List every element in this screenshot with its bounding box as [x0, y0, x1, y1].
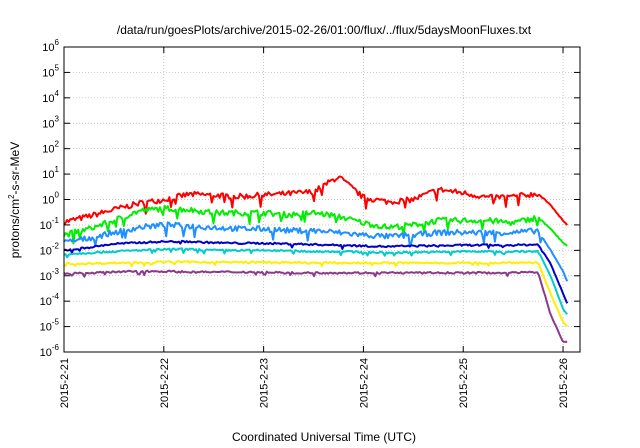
x-tick-label: 2015-2-25 — [458, 358, 470, 408]
x-axis-title: Coordinated Universal Time (UTC) — [232, 430, 416, 444]
x-tick-label: 2015-2-23 — [259, 358, 271, 408]
x-tick-label: 2015-2-21 — [59, 358, 71, 408]
y-tick-label: 10-1 — [40, 216, 60, 232]
series-line-5 — [63, 247, 568, 315]
y-tick-label: 101 — [42, 165, 59, 181]
x-tick-labels: 2015-2-21 2015-2-22 2015-2-23 2015-2-24 2015… — [59, 358, 570, 408]
y-tick-label: 103 — [42, 114, 59, 130]
y-axis-title-sup: 2 — [7, 194, 16, 199]
y-axis-title-suffix: -s-sr-MeV — [8, 142, 22, 195]
y-tick-label: 105 — [42, 63, 59, 79]
series-group — [63, 175, 569, 343]
series-line-1 — [63, 175, 568, 226]
series-line-7 — [63, 269, 568, 343]
y-tick-label: 10-2 — [40, 241, 60, 257]
x-tick-label: 2015-2-26 — [558, 358, 570, 408]
chart-title: /data/run/goesPlots/archive/2015-02-26/0… — [117, 23, 532, 37]
y-tick-label: 102 — [42, 140, 59, 156]
y-tick-label: 10-5 — [40, 318, 60, 334]
y-tick-label: 10-3 — [40, 267, 60, 283]
series-line-4 — [63, 239, 569, 304]
y-tick-label: 100 — [42, 191, 59, 207]
series-line-6 — [63, 260, 568, 328]
grid-lines — [64, 47, 580, 352]
y-tick-label: 10-6 — [40, 343, 60, 359]
y-axis-title-prefix: protons/cm — [8, 199, 22, 258]
x-tick-label: 2015-2-24 — [358, 358, 370, 408]
series-line-2 — [63, 204, 568, 247]
axis-ticks — [63, 46, 580, 353]
y-tick-label: 106 — [42, 38, 59, 54]
y-tick-labels: 10-6 10-5 10-4 10-3 10-2 10-1 100 101 102 103 104 1… — [40, 38, 60, 359]
y-axis-title: protons/cm2-s-sr-MeV — [7, 142, 22, 258]
y-tick-label: 10-4 — [40, 292, 60, 308]
x-tick-label: 2015-2-22 — [159, 358, 171, 408]
series-line-3 — [63, 221, 569, 282]
y-tick-label: 104 — [42, 89, 59, 105]
